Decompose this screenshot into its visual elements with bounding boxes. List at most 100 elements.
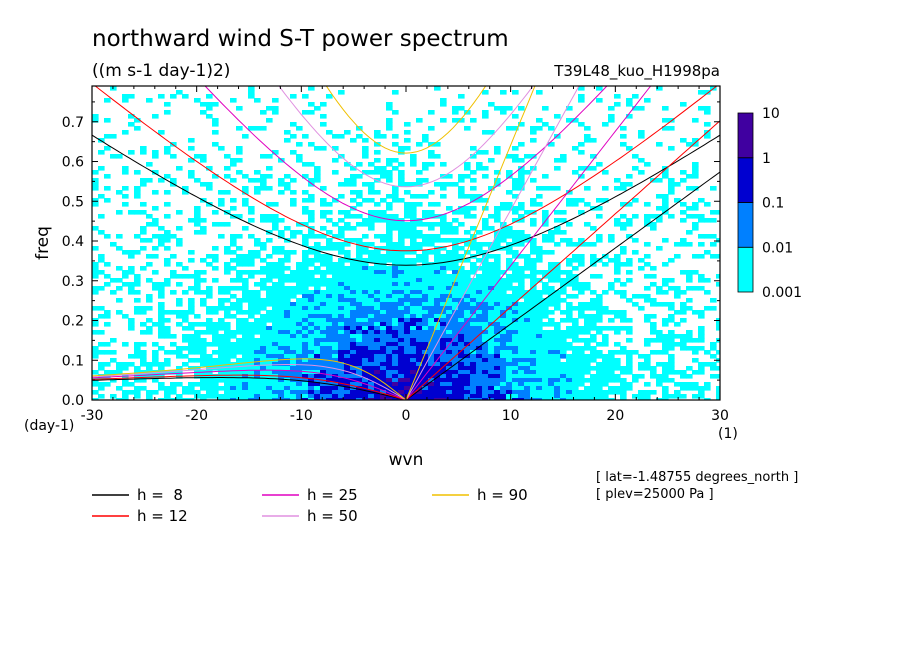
spectrum-cell [272,382,279,387]
spectrum-cell [248,330,255,335]
spectrum-cell [536,346,543,351]
spectrum-cell [482,342,489,347]
spectrum-cell [374,218,381,223]
spectrum-cell [290,202,297,207]
spectrum-cell [518,266,525,271]
spectrum-cell [410,378,417,383]
spectrum-cell [548,270,555,275]
spectrum-cell [212,342,219,347]
spectrum-cell [566,282,573,287]
spectrum-cell [398,302,405,307]
spectrum-cell [206,102,213,107]
spectrum-cell [230,398,237,400]
spectrum-cell [224,310,231,315]
spectrum-cell [314,270,321,275]
spectrum-cell [596,362,603,367]
spectrum-cell [266,254,273,259]
spectrum-cell [302,354,309,359]
spectrum-cell [488,270,495,275]
spectrum-cell [608,118,615,123]
spectrum-cell [206,362,213,367]
spectrum-cell [452,382,459,387]
spectrum-cell [278,326,285,331]
spectrum-cell [716,398,720,400]
spectrum-cell [446,306,453,311]
spectrum-cell [266,106,273,111]
spectrum-cell [524,394,531,399]
spectrum-cell [290,290,297,295]
spectrum-cell [530,250,537,255]
spectrum-cell [194,346,201,351]
spectrum-cell [470,246,477,251]
spectrum-cell [296,346,303,351]
spectrum-cell [524,358,531,363]
spectrum-cell [674,382,681,387]
spectrum-cell [104,274,111,279]
spectrum-cell [638,130,645,135]
spectrum-cell [134,346,141,351]
spectrum-cell [380,390,387,395]
spectrum-cell [398,286,405,291]
spectrum-cell [308,210,315,215]
spectrum-cell [542,306,549,311]
spectrum-cell [626,318,633,323]
spectrum-cell [320,278,327,283]
spectrum-cell [392,166,399,171]
spectrum-cell [152,170,159,175]
spectrum-cell [476,290,483,295]
spectrum-cell [644,214,651,219]
spectrum-cell [422,386,429,391]
spectrum-cell [536,362,543,367]
spectrum-cell [308,382,315,387]
spectrum-cell [482,306,489,311]
spectrum-cell [338,226,345,231]
spectrum-cell [710,186,717,191]
spectrum-cell [308,86,315,91]
spectrum-cell [452,338,459,343]
spectrum-cell [98,382,105,387]
spectrum-cell [236,234,243,239]
spectrum-cell [224,166,231,171]
spectrum-cell [164,318,171,323]
gravity-curve [278,86,534,188]
spectrum-cell [602,390,609,395]
spectrum-cell [428,250,435,255]
spectrum-cell [464,274,471,279]
spectrum-cell [482,110,489,115]
gravity-curve [92,134,720,266]
spectrum-cell [278,294,285,299]
spectrum-cell [620,326,627,331]
spectrum-cell [206,390,213,395]
spectrum-cell [260,154,267,159]
spectrum-cell [260,358,267,363]
spectrum-cell [566,310,573,315]
spectrum-cell [194,270,201,275]
spectrum-cell [254,326,261,331]
spectrum-cell [350,310,357,315]
spectrum-cell [482,290,489,295]
spectrum-cell [218,354,225,359]
spectrum-cell [236,262,243,267]
spectrum-cell [680,178,687,183]
spectrum-cell [572,322,579,327]
spectrum-cell [500,354,507,359]
spectrum-cell [626,262,633,267]
spectrum-cell [290,190,297,195]
spectrum-cell [218,326,225,331]
spectrum-cell [242,326,249,331]
y-unit-label: (day-1) [24,418,74,434]
run-label: T39L48_kuo_H1998pa [553,62,720,81]
spectrum-cell [416,318,423,323]
spectrum-cell [548,262,555,267]
spectrum-cell [488,330,495,335]
spectrum-cell [362,346,369,351]
spectrum-cell [554,346,561,351]
spectrum-cell [416,394,423,399]
spectrum-cell [476,310,483,315]
spectrum-cell [560,278,567,283]
spectrum-cell [296,266,303,271]
spectrum-cell [512,294,519,299]
spectrum-cell [254,306,261,311]
spectrum-cell [356,354,363,359]
spectrum-cell [368,186,375,191]
